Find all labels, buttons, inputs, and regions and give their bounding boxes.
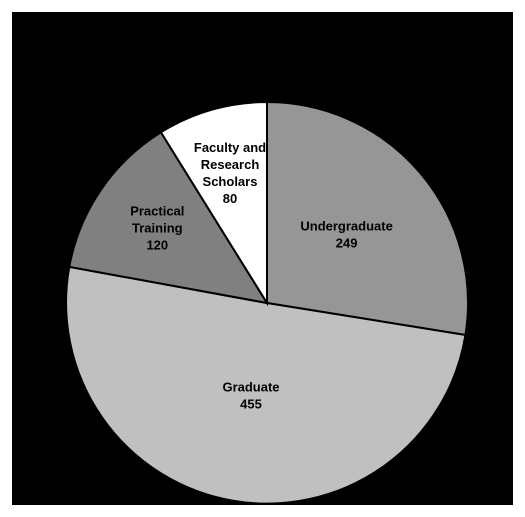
slice-label: Undergraduate 249 bbox=[300, 219, 392, 251]
slice-value: 80 bbox=[223, 191, 237, 206]
slice-label: Graduate 455 bbox=[222, 380, 279, 412]
slice-label: Practical Training 120 bbox=[130, 203, 184, 252]
pie-chart: Undergraduate 249 Graduate 455 Practical Trai… bbox=[65, 100, 469, 505]
pie-slice-graduate bbox=[65, 265, 467, 505]
pie-slice-faculty-and-research-scholars bbox=[159, 100, 268, 307]
slice-name: Training bbox=[132, 220, 183, 235]
chart-area: Undergraduate 249 Graduate 455 Practical Trai… bbox=[12, 12, 513, 505]
slice-value: 249 bbox=[336, 236, 358, 251]
slice-name: Graduate bbox=[222, 380, 279, 395]
slice-name: Practical bbox=[130, 203, 184, 218]
slice-value: 455 bbox=[240, 397, 262, 412]
slice-name: Scholars bbox=[203, 174, 258, 189]
slice-name: Research bbox=[201, 157, 260, 172]
slice-label: Faculty and Research Scholars 80 bbox=[194, 140, 266, 206]
slice-name: Undergraduate bbox=[300, 219, 392, 234]
pie-slice-undergraduate bbox=[266, 100, 469, 337]
pie-slice-practical-training bbox=[68, 130, 270, 305]
slice-name: Faculty and bbox=[194, 140, 266, 155]
slice-value: 120 bbox=[146, 237, 168, 252]
